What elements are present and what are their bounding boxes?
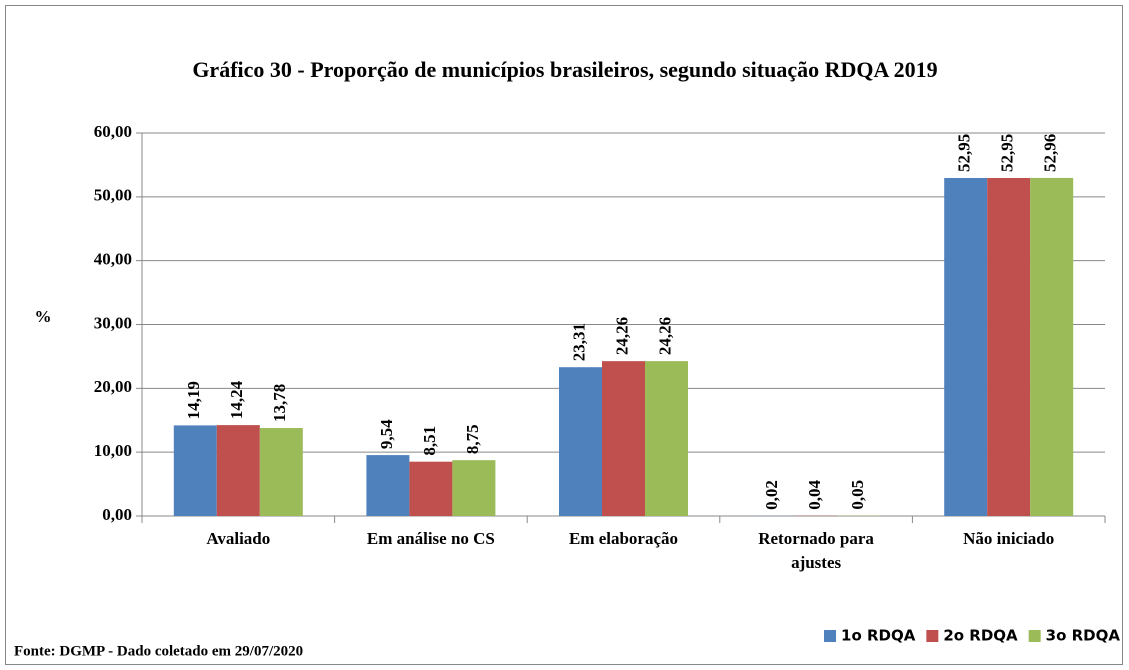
- source-note: Fonte: DGMP - Dado coletado em 29/07/202…: [14, 643, 303, 659]
- bar: [645, 361, 688, 516]
- data-label: 8,75: [463, 424, 482, 454]
- data-label: 0,04: [805, 479, 824, 509]
- bar: [559, 367, 602, 516]
- data-label: 14,19: [184, 381, 203, 419]
- data-label: 52,95: [955, 134, 974, 172]
- legend-label: 3o RDQA: [1046, 627, 1121, 645]
- bar: [259, 428, 303, 516]
- data-label: 52,96: [1041, 134, 1060, 172]
- x-tick-label: Retornado para ajustes: [758, 529, 874, 572]
- legend-swatch: [824, 630, 837, 642]
- data-label: 0,05: [848, 480, 867, 510]
- x-tick-label: Em elaboração: [569, 529, 678, 548]
- data-label: 0,02: [762, 480, 781, 510]
- y-tick-label: 20,00: [94, 377, 132, 396]
- data-label: 24,26: [612, 317, 631, 355]
- bar: [987, 178, 1031, 516]
- bar: [409, 461, 453, 516]
- data-label: 9,54: [377, 419, 396, 449]
- y-tick-label: 10,00: [94, 441, 132, 460]
- x-tick-label: Não iniciado: [963, 529, 1054, 548]
- chart-title: Gráfico 30 - Proporção de municípios bra…: [192, 57, 937, 82]
- y-tick-label: 40,00: [94, 250, 132, 269]
- chart-border: [5, 5, 1123, 665]
- y-axis-label: %: [35, 307, 52, 326]
- data-label: 52,95: [998, 134, 1017, 172]
- y-tick-label: 60,00: [94, 122, 132, 141]
- data-label: 13,78: [270, 384, 289, 422]
- bar: [1030, 177, 1074, 516]
- data-label: 23,31: [569, 323, 588, 361]
- legend-swatch: [926, 630, 939, 642]
- data-label: 14,24: [227, 380, 246, 419]
- y-tick-label: 0,00: [102, 505, 132, 524]
- x-tick-label: Avaliado: [206, 529, 270, 548]
- bar: [216, 425, 260, 516]
- bar: [452, 460, 496, 516]
- legend-label: 1o RDQA: [841, 627, 916, 645]
- y-tick-label: 30,00: [94, 313, 132, 332]
- legend-label: 2o RDQA: [943, 627, 1018, 645]
- bar: [366, 455, 410, 516]
- y-tick-label: 50,00: [94, 186, 132, 205]
- data-label: 8,51: [420, 426, 439, 456]
- bar: [173, 425, 217, 516]
- bar: [944, 178, 988, 516]
- bar: [602, 361, 645, 516]
- x-tick-label: Em análise no CS: [367, 529, 495, 548]
- legend-swatch: [1028, 630, 1041, 642]
- data-label: 24,26: [655, 317, 674, 355]
